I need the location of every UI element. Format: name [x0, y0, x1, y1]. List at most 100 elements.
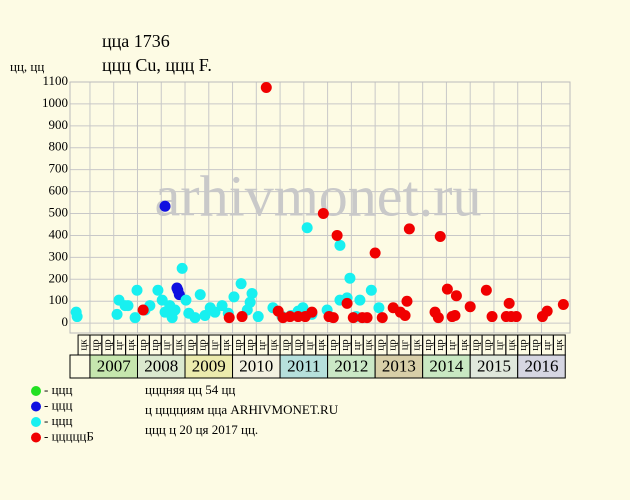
legend-marker: [31, 386, 41, 396]
legend-label: - ццц: [44, 382, 72, 397]
year-label: 2009: [192, 356, 226, 375]
quarter-label: цр: [196, 339, 208, 351]
quarter-label: цк: [410, 339, 422, 351]
quarter-label: цг: [303, 339, 315, 350]
watermark: arhivmonet.ru: [155, 163, 482, 228]
quarter-label: цк: [78, 339, 90, 351]
point: [306, 306, 318, 318]
point: [284, 311, 296, 323]
chart-title: ццa 1736: [102, 31, 170, 51]
quarter-label: цр: [137, 339, 149, 351]
point: [209, 306, 221, 318]
year-label: 2007: [97, 356, 132, 375]
point: [216, 300, 228, 312]
quarter-label: цг: [161, 339, 173, 350]
point: [344, 272, 356, 284]
point: [449, 309, 461, 321]
point: [403, 223, 415, 235]
point: [246, 288, 258, 300]
quarter-label: цг: [493, 339, 505, 350]
point: [557, 299, 569, 311]
quarter-label: цк: [363, 339, 375, 351]
point: [166, 312, 178, 324]
point: [244, 296, 256, 308]
quarter-label: цг: [351, 339, 363, 350]
point: [236, 311, 248, 323]
legend-label: - ццц: [44, 397, 72, 412]
y-tick-label: 500: [49, 205, 69, 220]
point: [434, 231, 446, 243]
quarter-label: цк: [315, 339, 327, 351]
point: [541, 305, 553, 317]
y-tick-label: 0: [62, 314, 69, 329]
quarter-label: цк: [553, 339, 565, 351]
y-tick-label: 700: [49, 161, 69, 176]
quarter-label: цг: [208, 339, 220, 350]
point: [159, 200, 171, 212]
y-tick-label: 400: [49, 226, 69, 241]
point: [331, 229, 343, 241]
quarter-label: цг: [256, 339, 268, 350]
legend-label: - ццц: [44, 413, 72, 428]
point: [480, 284, 492, 296]
year-label: 2008: [144, 356, 178, 375]
y-tick-label: 800: [49, 139, 69, 154]
quarter-label: цг: [398, 339, 410, 350]
point: [137, 304, 149, 316]
point: [171, 282, 183, 294]
quarter-label: цк: [458, 339, 470, 351]
point: [223, 312, 235, 324]
point: [152, 284, 164, 296]
year-label: 2011: [287, 356, 320, 375]
year-label: 2015: [477, 356, 511, 375]
quarter-label: цр: [244, 339, 256, 351]
note: ц цццциям цца ARHIVMONET.RU: [145, 402, 339, 417]
point: [199, 309, 211, 321]
quarter-label: цк: [173, 339, 185, 351]
point: [341, 297, 353, 309]
quarter-label: цг: [113, 339, 125, 350]
point: [401, 295, 413, 307]
y-tick-label: 300: [49, 248, 69, 263]
point: [180, 294, 192, 306]
year-label: 2010: [239, 356, 273, 375]
quarter-label: цр: [339, 339, 351, 351]
point: [373, 302, 385, 314]
quarter-label: цк: [505, 339, 517, 351]
quarter-label: цр: [184, 339, 196, 351]
y-tick-label: 1000: [42, 95, 68, 110]
legend-marker: [31, 401, 41, 412]
quarter-label: цг: [446, 339, 458, 350]
plot-frame: [69, 81, 571, 334]
point: [334, 239, 346, 251]
y-tick-label: 200: [49, 270, 69, 285]
point: [376, 312, 388, 324]
quarter-label: цр: [386, 339, 398, 351]
legend-marker: [31, 417, 41, 427]
y-tick-label: 600: [49, 183, 69, 198]
point: [510, 311, 522, 323]
point: [129, 312, 141, 324]
y-tick-label: 1100: [42, 73, 68, 88]
note: ццц ц 20 ця 2017 цц.: [145, 422, 258, 437]
quarter-label: цк: [125, 339, 137, 351]
point: [189, 312, 201, 324]
year-cell: [69, 354, 91, 379]
point: [71, 311, 83, 323]
quarter-label: цр: [422, 339, 434, 351]
point: [156, 294, 168, 306]
quarter-label: цр: [280, 339, 292, 351]
year-label: 2013: [382, 356, 416, 375]
quarter-label: цр: [327, 339, 339, 351]
quarter-label: цр: [89, 339, 101, 351]
year-cell: [517, 354, 566, 379]
point: [260, 81, 272, 93]
quarter-label: цр: [517, 339, 529, 351]
legend-label: - цццццБ: [44, 428, 94, 443]
quarter-label: цр: [291, 339, 303, 351]
point: [111, 308, 123, 320]
point: [194, 289, 206, 301]
point: [354, 294, 366, 306]
quarter-label: цр: [101, 339, 113, 351]
quarter-label: цр: [375, 339, 387, 351]
